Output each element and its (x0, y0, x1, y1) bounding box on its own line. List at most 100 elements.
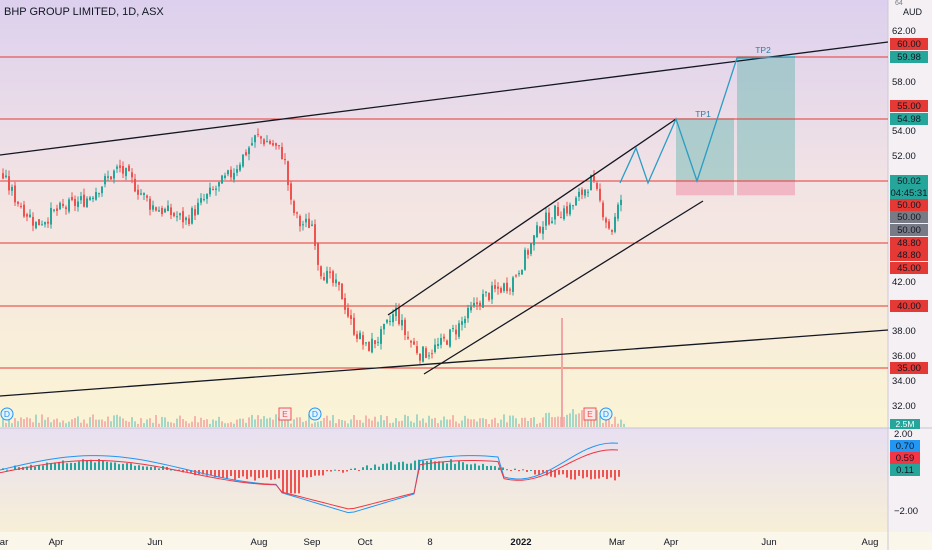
candle-body[interactable] (458, 323, 460, 337)
candle-body[interactable] (533, 235, 535, 246)
candle-body[interactable] (266, 141, 268, 143)
candle-body[interactable] (539, 226, 541, 233)
candle-body[interactable] (398, 308, 400, 325)
candle-body[interactable] (326, 270, 328, 283)
candle-body[interactable] (416, 346, 418, 354)
candle-body[interactable] (608, 221, 610, 229)
dividend-marker[interactable] (0, 407, 14, 421)
candle-body[interactable] (617, 204, 619, 219)
candle-body[interactable] (305, 218, 307, 223)
candle-body[interactable] (65, 207, 67, 210)
candle-body[interactable] (518, 273, 520, 275)
candle-body[interactable] (380, 329, 382, 344)
candle-body[interactable] (35, 221, 37, 229)
candle-body[interactable] (134, 178, 136, 192)
event-marker[interactable]: D (599, 407, 613, 421)
candle-body[interactable] (239, 164, 241, 171)
candle-body[interactable] (182, 211, 184, 223)
lower-long-trendline[interactable] (0, 329, 889, 397)
candle-body[interactable] (29, 214, 31, 218)
candle-body[interactable] (215, 188, 217, 190)
candle-body[interactable] (548, 212, 550, 225)
candle-body[interactable] (578, 191, 580, 197)
candle-body[interactable] (365, 342, 367, 344)
candle-body[interactable] (488, 292, 490, 301)
event-marker[interactable]: E (278, 407, 292, 421)
candle-body[interactable] (155, 207, 157, 211)
event-marker[interactable]: D (0, 407, 14, 421)
candle-body[interactable] (596, 183, 598, 189)
candle-body[interactable] (422, 346, 424, 362)
candle-body[interactable] (524, 249, 526, 270)
candle-body[interactable] (299, 216, 301, 227)
candle-body[interactable] (293, 201, 295, 213)
candle-body[interactable] (104, 176, 106, 185)
candle-body[interactable] (245, 152, 247, 156)
candle-body[interactable] (116, 166, 118, 169)
candle-body[interactable] (344, 297, 346, 310)
candle-body[interactable] (359, 332, 361, 339)
candle-body[interactable] (71, 196, 73, 200)
earnings-marker[interactable] (583, 407, 597, 421)
candle-body[interactable] (149, 198, 151, 210)
candle-body[interactable] (254, 135, 256, 143)
candle-body[interactable] (68, 199, 70, 212)
candle-body[interactable] (566, 206, 568, 214)
candle-body[interactable] (188, 218, 190, 224)
candle-body[interactable] (59, 202, 61, 210)
candle-body[interactable] (122, 165, 124, 174)
candle-body[interactable] (569, 204, 571, 215)
candle-body[interactable] (212, 188, 214, 190)
candle-body[interactable] (527, 250, 529, 255)
candle-body[interactable] (101, 186, 103, 194)
candle-body[interactable] (350, 315, 352, 319)
dividend-marker[interactable] (308, 407, 322, 421)
candle-body[interactable] (206, 193, 208, 199)
candle-body[interactable] (224, 175, 226, 178)
candle-body[interactable] (446, 340, 448, 345)
candle-body[interactable] (125, 168, 127, 177)
candle-body[interactable] (290, 183, 292, 200)
candle-body[interactable] (413, 341, 415, 345)
candle-body[interactable] (440, 338, 442, 345)
candle-body[interactable] (467, 307, 469, 319)
candle-body[interactable] (614, 216, 616, 232)
candle-body[interactable] (161, 208, 163, 215)
candle-body[interactable] (593, 175, 595, 181)
candle-body[interactable] (557, 206, 559, 216)
candle-body[interactable] (395, 307, 397, 317)
candle-body[interactable] (53, 209, 55, 211)
candle-body[interactable] (323, 277, 325, 281)
candle-body[interactable] (500, 287, 502, 293)
candle-body[interactable] (389, 320, 391, 322)
candle-body[interactable] (572, 205, 574, 207)
candle-body[interactable] (383, 323, 385, 330)
candle-body[interactable] (17, 201, 19, 204)
candle-body[interactable] (590, 175, 592, 191)
candle-body[interactable] (38, 219, 40, 226)
candle-body[interactable] (227, 170, 229, 175)
candle-body[interactable] (146, 195, 148, 198)
candle-body[interactable] (176, 216, 178, 218)
candle-body[interactable] (20, 205, 22, 208)
candle-body[interactable] (473, 302, 475, 307)
candle-body[interactable] (515, 275, 517, 277)
candle-body[interactable] (26, 214, 28, 217)
signal-line[interactable] (0, 449, 619, 510)
candle-body[interactable] (32, 216, 34, 226)
candle-body[interactable] (158, 210, 160, 212)
dividend-marker[interactable] (599, 407, 613, 421)
candle-body[interactable] (113, 170, 115, 179)
candle-body[interactable] (605, 218, 607, 223)
candle-body[interactable] (494, 285, 496, 289)
candle-body[interactable] (353, 317, 355, 335)
candle-body[interactable] (587, 191, 589, 193)
candle-body[interactable] (464, 318, 466, 324)
candle-body[interactable] (332, 271, 334, 283)
candle-body[interactable] (497, 286, 499, 289)
candle-body[interactable] (56, 208, 58, 212)
candle-body[interactable] (47, 221, 49, 224)
candle-body[interactable] (347, 307, 349, 317)
candle-body[interactable] (62, 203, 64, 207)
